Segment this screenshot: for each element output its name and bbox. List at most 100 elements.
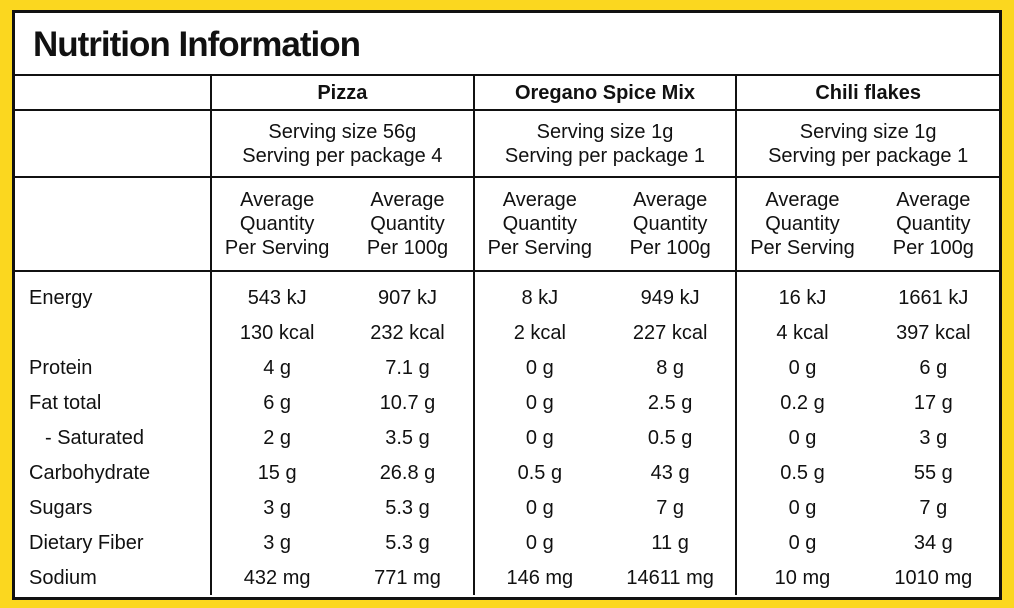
nutrient-value: 0.5 g [735, 455, 868, 490]
line-text: Quantity [239, 213, 315, 235]
nutrient-row: Dietary Fiber 3 g 5.3 g 0 g 11 g 0 g 34 g [15, 525, 999, 560]
nutrient-label: Sodium [29, 566, 97, 589]
nutrient-label: Fat total [29, 391, 102, 414]
nutrient-label: Energy [29, 286, 93, 309]
nutrient-value: 0.2 g [735, 385, 868, 420]
nutrient-value: 0 g [735, 350, 868, 385]
nutrient-label: Carbohydrate [29, 461, 151, 484]
nutrient-value: 432 mg [209, 560, 343, 595]
line-text: Per Serving [224, 237, 330, 259]
line-text: Quantity [502, 213, 578, 235]
nutrient-value: 5.3 g [385, 496, 430, 519]
serving-info: Serving size 56g Serving per package 4 [210, 110, 474, 178]
title: Nutrition Information [15, 13, 999, 76]
line-text: Quantity [896, 213, 971, 235]
nutrient-value: 0 g [735, 490, 868, 525]
nutrient-value: 55 g [913, 461, 953, 484]
nutrient-value: 0 g [472, 385, 605, 420]
nutrient-label: Dietary Fiber [29, 531, 144, 554]
nutrient-value: 0 g [472, 420, 605, 455]
column-header: Average Quantity Per 100g [342, 177, 474, 272]
nutrient-value: 14611 mg [626, 566, 714, 589]
nutrient-value: 15 g [209, 455, 343, 490]
nutrient-value: 10.7 g [379, 391, 436, 414]
line-text: Per Serving [750, 237, 855, 259]
serving-info: Serving size 1g Serving per package 1 [735, 110, 999, 178]
product-name: Pizza [210, 76, 474, 111]
nutrient-value: 232 kcal [370, 321, 445, 344]
nutrient-row: 130 kcal 232 kcal 2 kcal 227 kcal 4 kcal 397 … [15, 315, 999, 350]
column-header: Average Quantity Per Serving [735, 177, 868, 272]
line-text: Quantity [765, 213, 840, 235]
nutrition-panel: Nutrition Information Pizza Oregano Spice… [12, 10, 1002, 600]
line-text: Average [633, 189, 708, 211]
line-text: Average [896, 189, 971, 211]
nutrient-value: 543 kJ [209, 271, 343, 315]
nutrient-value: 2 kcal [472, 315, 605, 350]
nutrient-value: 5.3 g [385, 531, 430, 554]
nutrient-value: 7 g [656, 496, 685, 519]
empty-cell [15, 110, 211, 178]
nutrient-value: 4 g [209, 350, 343, 385]
line-text: Per 100g [366, 237, 449, 259]
empty-cell [15, 177, 211, 272]
nutrient-row: - Saturated 2 g 3.5 g 0 g 0.5 g 0 g 3 g [15, 420, 999, 455]
line-text: Average [370, 189, 445, 211]
line-text: Serving size 1g [799, 120, 937, 143]
nutrient-value: 10 mg [735, 560, 868, 595]
nutrient-value: 2.5 g [647, 391, 693, 414]
nutrient-row: Sodium 432 mg 771 mg 146 mg 14611 mg 10 mg 101… [15, 560, 999, 595]
nutrition-table: Pizza Oregano Spice Mix Chili flakes Servin… [15, 76, 999, 595]
nutrient-value: 3.5 g [385, 426, 430, 449]
nutrient-value: 3 g [209, 490, 343, 525]
nutrient-value: 0 g [735, 420, 868, 455]
nutrient-value: 771 mg [374, 566, 441, 589]
nutrient-value: 2 g [209, 420, 343, 455]
nutrient-value: 0 g [472, 525, 605, 560]
product-name: Chili flakes [735, 76, 999, 111]
product-name: Oregano Spice Mix [472, 76, 737, 111]
line-text: Quantity [370, 213, 445, 235]
line-text: Per Serving [487, 237, 593, 259]
header-row: Pizza Oregano Spice Mix Chili flakes [15, 76, 999, 111]
nutrient-label: Protein [29, 356, 93, 379]
nutrient-value: 0.5 g [647, 426, 693, 449]
line-text: Average [502, 189, 577, 211]
nutrient-value: 6 g [919, 356, 948, 379]
column-header: Average Quantity Per 100g [867, 177, 999, 272]
nutrient-value: 1010 mg [894, 566, 973, 589]
column-header: Average Quantity Per Serving [472, 177, 605, 272]
line-text: Average [765, 189, 840, 211]
nutrient-value: 8 g [656, 356, 685, 379]
column-header-row: Average Quantity Per Serving Average Quantit… [15, 177, 999, 272]
nutrient-value: 3 g [919, 426, 948, 449]
nutrient-value: 907 kJ [378, 286, 437, 309]
nutrient-value: 227 kcal [632, 321, 708, 344]
nutrient-value: 7.1 g [385, 356, 430, 379]
nutrient-value: 16 kJ [735, 271, 868, 315]
line-text: Average [240, 189, 315, 211]
nutrient-row: Sugars 3 g 5.3 g 0 g 7 g 0 g 7 g [15, 490, 999, 525]
nutrient-value: 397 kcal [896, 321, 971, 344]
serving-row: Serving size 56g Serving per package 4 Ser… [15, 110, 999, 178]
nutrient-value: 146 mg [472, 560, 605, 595]
line-text: Serving size 1g [536, 120, 674, 143]
column-header: Average Quantity Per 100g [604, 177, 737, 272]
nutrient-row: Carbohydrate 15 g 26.8 g 0.5 g 43 g 0.5 g 55 g [15, 455, 999, 490]
nutrient-label: Sugars [29, 496, 93, 519]
nutrient-value: 17 g [913, 391, 953, 414]
nutrient-value: 0 g [472, 350, 605, 385]
nutrient-value: 6 g [209, 385, 343, 420]
nutrient-value: 3 g [209, 525, 343, 560]
column-header: Average Quantity Per Serving [209, 177, 343, 272]
nutrient-value: 8 kJ [472, 271, 605, 315]
nutrient-row: Energy 543 kJ 907 kJ 8 kJ 949 kJ 16 kJ 1661 kJ [15, 271, 999, 315]
nutrient-value: 1661 kJ [898, 286, 969, 309]
nutrient-value: 4 kcal [735, 315, 868, 350]
nutrient-value: 7 g [919, 496, 948, 519]
line-text: Serving per package 4 [242, 144, 443, 167]
line-text: Per 100g [629, 237, 711, 259]
line-text: Serving per package 1 [768, 144, 969, 167]
nutrient-value: 0 g [735, 525, 868, 560]
